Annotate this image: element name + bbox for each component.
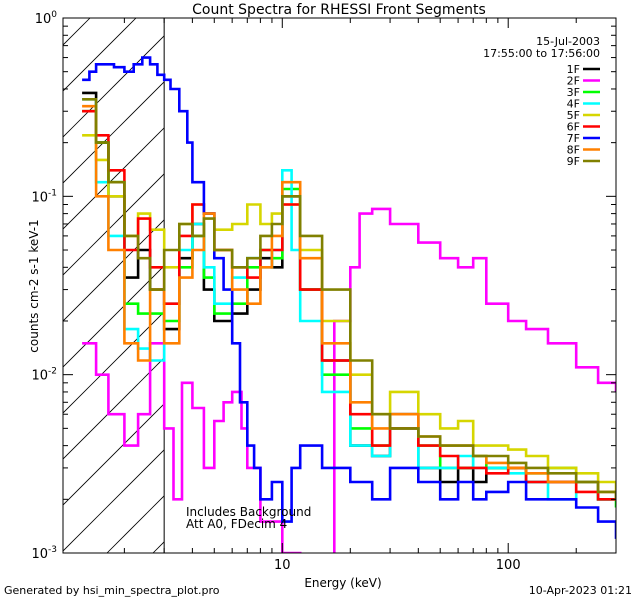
y-axis-label: counts cm-2 s-1 keV-1 bbox=[27, 219, 41, 352]
legend-label-3F: 3F bbox=[567, 86, 580, 99]
y-tick-label: 10-3 bbox=[31, 545, 57, 562]
date-label: 15-Jul-2003 bbox=[536, 35, 600, 48]
legend-label-1F: 1F bbox=[567, 63, 580, 76]
generated-by-footer: Generated by hsi_min_spectra_plot.pro bbox=[4, 584, 220, 597]
legend-label-8F: 8F bbox=[567, 144, 580, 157]
series-9F bbox=[82, 98, 616, 500]
chart-title: Count Spectra for RHESSI Front Segments bbox=[192, 2, 486, 18]
timestamp-footer: 10-Apr-2023 01:21 bbox=[528, 584, 632, 597]
hatch-line bbox=[0, 0, 109, 553]
y-tick-label: 10-2 bbox=[31, 367, 57, 384]
legend-label-5F: 5F bbox=[567, 109, 580, 122]
legend-label-4F: 4F bbox=[567, 98, 580, 111]
y-tick-label: 10-1 bbox=[31, 188, 57, 205]
annotation-attenuator: Att A0, FDecim 4 bbox=[186, 517, 287, 531]
hatch-line bbox=[63, 403, 165, 506]
hatch-line bbox=[63, 18, 137, 92]
hatch-line bbox=[245, 0, 640, 553]
axes: 10 100 100 10-1 10-2 10-3 bbox=[31, 10, 617, 573]
hatch-line bbox=[63, 357, 165, 460]
legend-label-6F: 6F bbox=[567, 121, 580, 134]
x-axis-label: Energy (keV) bbox=[304, 576, 381, 590]
low-energy-hatched-region bbox=[0, 0, 640, 553]
hatch-line bbox=[63, 173, 165, 276]
hatch-line bbox=[63, 219, 165, 322]
x-tick-label: 100 bbox=[496, 558, 521, 573]
legend-label-7F: 7F bbox=[567, 132, 580, 145]
series-layer bbox=[82, 56, 616, 553]
legend-label-2F: 2F bbox=[567, 75, 580, 88]
legend-label-9F: 9F bbox=[567, 155, 580, 168]
hatch-line bbox=[63, 449, 165, 552]
hatch-line bbox=[63, 35, 165, 138]
y-tick-label: 100 bbox=[35, 10, 58, 27]
series-2F bbox=[82, 207, 616, 553]
time-range-label: 17:55:00 to 17:56:00 bbox=[483, 47, 600, 60]
x-tick-label: 10 bbox=[274, 558, 291, 573]
series-7F bbox=[82, 56, 616, 539]
series-4F bbox=[82, 98, 616, 501]
plot-frame bbox=[62, 17, 617, 554]
annotation-background: Includes Background bbox=[186, 505, 311, 519]
